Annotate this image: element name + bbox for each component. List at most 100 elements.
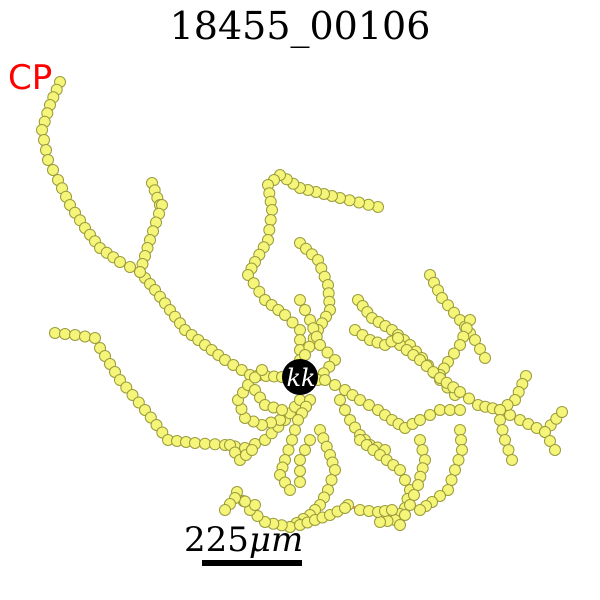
neurite-node xyxy=(539,426,551,438)
neurite-node xyxy=(454,386,466,398)
neurite-node xyxy=(286,316,299,329)
neurite-node xyxy=(449,464,461,476)
neurite-node xyxy=(479,352,491,364)
neurite-node xyxy=(408,489,420,501)
neurite-node xyxy=(452,454,465,466)
neurite-node xyxy=(239,495,251,508)
neurite-node xyxy=(276,404,288,416)
neurite-node xyxy=(321,346,334,359)
neurite-node xyxy=(286,434,298,446)
neurite-node xyxy=(414,504,426,516)
neurite-node xyxy=(247,277,260,290)
neurite-node xyxy=(36,124,48,136)
neurite-node xyxy=(404,499,416,511)
neurite-node xyxy=(549,444,561,456)
neurite-node xyxy=(392,332,404,344)
neurite-node xyxy=(294,476,306,488)
neurite-node xyxy=(469,334,481,346)
neurite-node xyxy=(40,144,52,156)
neurite-node xyxy=(506,454,518,466)
neurite-node xyxy=(394,464,406,476)
neurite-node xyxy=(294,454,306,466)
neurite-node xyxy=(434,490,446,502)
neurite-node xyxy=(339,502,351,514)
neurite-node xyxy=(42,154,54,166)
neurite-node xyxy=(294,294,306,306)
neurite-node xyxy=(284,484,296,496)
neurite-node xyxy=(249,499,261,511)
neurite-node xyxy=(253,285,266,298)
scale-value: 225 xyxy=(184,520,249,560)
neurite-node xyxy=(38,134,50,146)
neurite-node xyxy=(49,327,61,339)
neurite-node xyxy=(445,474,458,486)
neurite-node xyxy=(189,437,201,449)
neurite-node xyxy=(124,261,136,273)
neurite-node xyxy=(209,438,221,451)
neurite-node xyxy=(463,392,475,405)
neurite-node xyxy=(434,404,446,416)
neurite-node xyxy=(219,504,231,516)
neurite-node xyxy=(299,444,311,456)
neurite-node xyxy=(263,224,276,236)
neurite-node xyxy=(496,424,509,436)
neurite-node xyxy=(454,339,466,351)
neurite-node xyxy=(414,414,426,426)
neurite-node xyxy=(319,374,331,386)
neurite-node xyxy=(442,484,454,496)
neurite-node xyxy=(474,343,486,355)
neurite-node xyxy=(424,409,436,421)
neurite-node xyxy=(416,444,429,456)
neurite-node xyxy=(266,204,278,216)
neurite-node xyxy=(374,516,386,528)
neurite-node xyxy=(454,424,466,436)
neurite-node xyxy=(242,269,254,281)
soma: kk xyxy=(282,359,318,395)
scale-unit: μm xyxy=(248,520,304,560)
neurite-node xyxy=(544,435,556,447)
neurite-node xyxy=(199,437,211,450)
neurite-node xyxy=(294,334,306,346)
neurite-node xyxy=(329,464,341,476)
neurite-node xyxy=(59,328,71,340)
neurite-node xyxy=(329,379,341,391)
neurite-node xyxy=(386,504,398,516)
neurite-node xyxy=(334,394,346,406)
neurite-node xyxy=(314,339,326,351)
neurite-node xyxy=(79,330,91,343)
scale-bar xyxy=(202,560,302,566)
neurite-node xyxy=(299,349,311,361)
neurite-node xyxy=(249,371,261,384)
neurite-node xyxy=(499,434,511,446)
neurite-node xyxy=(412,479,424,491)
neurite-node xyxy=(448,347,460,360)
neurite-node xyxy=(339,404,351,416)
neurite-node xyxy=(256,364,268,376)
neurite-node xyxy=(294,465,306,477)
neurite-node xyxy=(502,444,515,456)
neurite-node xyxy=(494,404,506,416)
neurite-node xyxy=(299,304,311,316)
neurite-node xyxy=(289,424,301,436)
neurite-nodes xyxy=(36,76,568,533)
neurite-node xyxy=(363,399,375,411)
neurite-node xyxy=(114,256,126,268)
neurite-node xyxy=(394,519,406,531)
neurite-node xyxy=(556,406,568,418)
neurite-node xyxy=(279,309,291,321)
neurite-node xyxy=(399,474,411,486)
scale-bar-label: 225μm xyxy=(184,520,303,560)
neurite-node xyxy=(455,434,467,446)
figure-title: 18455_00106 xyxy=(169,4,431,48)
neurite-node xyxy=(294,324,306,336)
neurite-node xyxy=(134,266,146,278)
neurite-node xyxy=(47,164,59,176)
soma-label: kk xyxy=(286,364,315,392)
neurite-node xyxy=(304,434,316,446)
neurite-node xyxy=(354,394,366,406)
neurite-node xyxy=(292,414,304,426)
neurite-node xyxy=(89,332,101,344)
neurite-node xyxy=(282,444,295,456)
